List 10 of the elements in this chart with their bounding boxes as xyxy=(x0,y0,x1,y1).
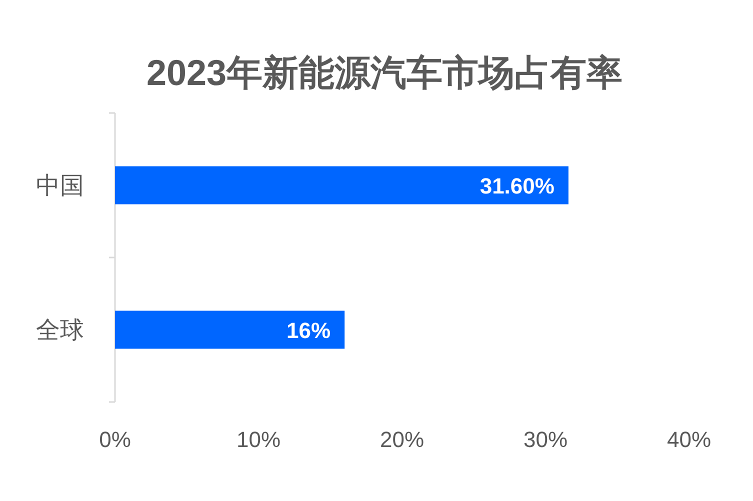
data-label: 16% xyxy=(286,318,331,343)
x-tick-label: 20% xyxy=(380,427,424,452)
chart-title: 2023年新能源汽车市场占有率 xyxy=(146,52,623,93)
x-tick-label: 0% xyxy=(99,427,131,452)
x-tick-label: 30% xyxy=(523,427,568,452)
x-tick-label: 40% xyxy=(666,427,712,452)
data-label: 31.60% xyxy=(480,173,554,198)
y-tick-label: 全球 xyxy=(36,316,84,344)
x-tick-label: 10% xyxy=(236,427,281,452)
y-tick-label: 中国 xyxy=(36,172,84,200)
